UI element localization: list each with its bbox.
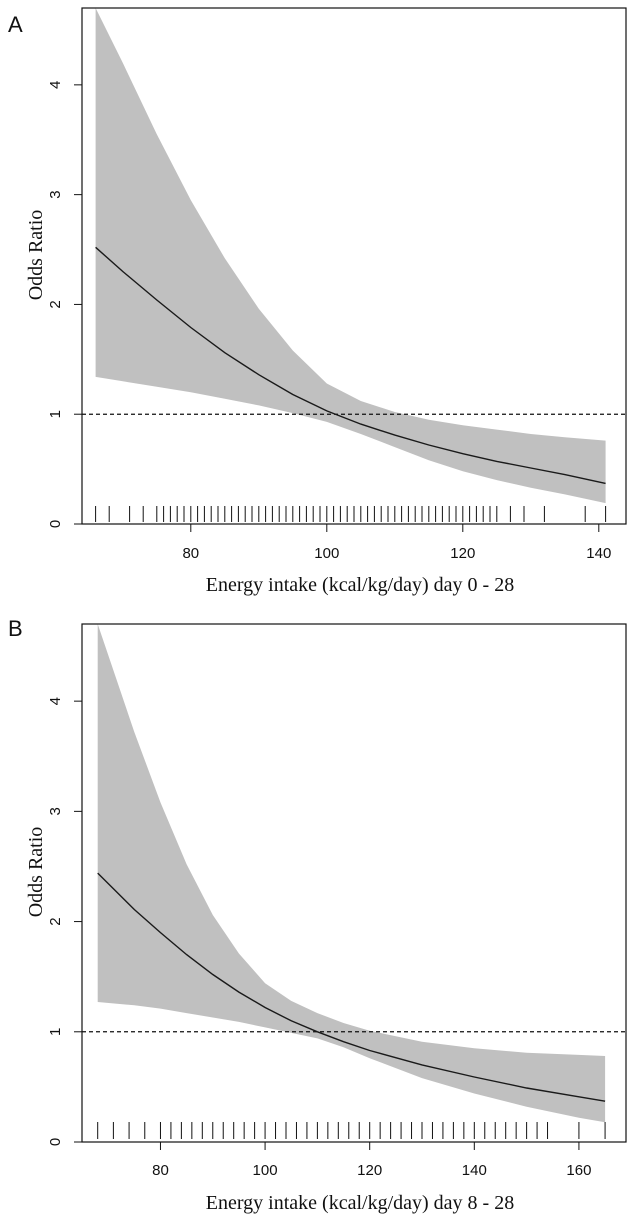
- y-axis-title-a: Odds Ratio: [25, 210, 47, 301]
- x-axis-title-b: Energy intake (kcal/kg/day) day 8 - 28: [206, 1192, 514, 1214]
- panel-label-b: B: [8, 616, 23, 641]
- panel-label-a: A: [8, 12, 23, 37]
- x-tick-label-b: 100: [253, 1162, 278, 1179]
- x-tick-label-a: 80: [182, 545, 199, 562]
- confidence-band-a: [95, 8, 606, 504]
- x-tick-label-b: 160: [566, 1162, 591, 1179]
- y-tick-label-a: 2: [47, 300, 64, 308]
- x-tick-label-a: 120: [450, 545, 475, 562]
- x-tick-label-b: 120: [357, 1162, 382, 1179]
- y-tick-label-a: 0: [47, 520, 64, 528]
- x-axis-title-a: Energy intake (kcal/kg/day) day 0 - 28: [206, 574, 514, 596]
- y-tick-label-b: 1: [47, 1028, 64, 1036]
- odds-ratio-line-b: [97, 872, 606, 1102]
- x-tick-label-a: 140: [586, 545, 611, 562]
- y-tick-label-b: 4: [47, 697, 64, 705]
- odds-ratio-line-a: [95, 246, 606, 485]
- plot-frame-b: [81, 623, 627, 1143]
- y-tick-label-b: 3: [47, 807, 64, 815]
- confidence-band-b: [97, 624, 606, 1123]
- panel-b: B Odds Ratio Energy intake (kcal/kg/day)…: [8, 616, 627, 1214]
- y-tick-label-b: 2: [47, 917, 64, 925]
- plot-area-b: 80 100 120 140 160 0 1 2 3 4: [47, 623, 627, 1179]
- x-tick-label-b: 140: [462, 1162, 487, 1179]
- x-tick-label-a: 100: [314, 545, 339, 562]
- y-tick-label-b: 0: [47, 1138, 64, 1146]
- y-tick-label-a: 1: [47, 410, 64, 418]
- y-tick-label-a: 4: [47, 81, 64, 89]
- y-tick-label-a: 3: [47, 190, 64, 198]
- x-tick-label-b: 80: [152, 1162, 169, 1179]
- panel-a: A Odds Ratio Energy intake (kcal/kg/day)…: [8, 7, 627, 596]
- plot-frame-a: [81, 7, 627, 525]
- y-axis-title-b: Odds Ratio: [25, 827, 47, 918]
- plot-area-a: 80 100 120 140 0 1 2 3 4: [47, 7, 627, 562]
